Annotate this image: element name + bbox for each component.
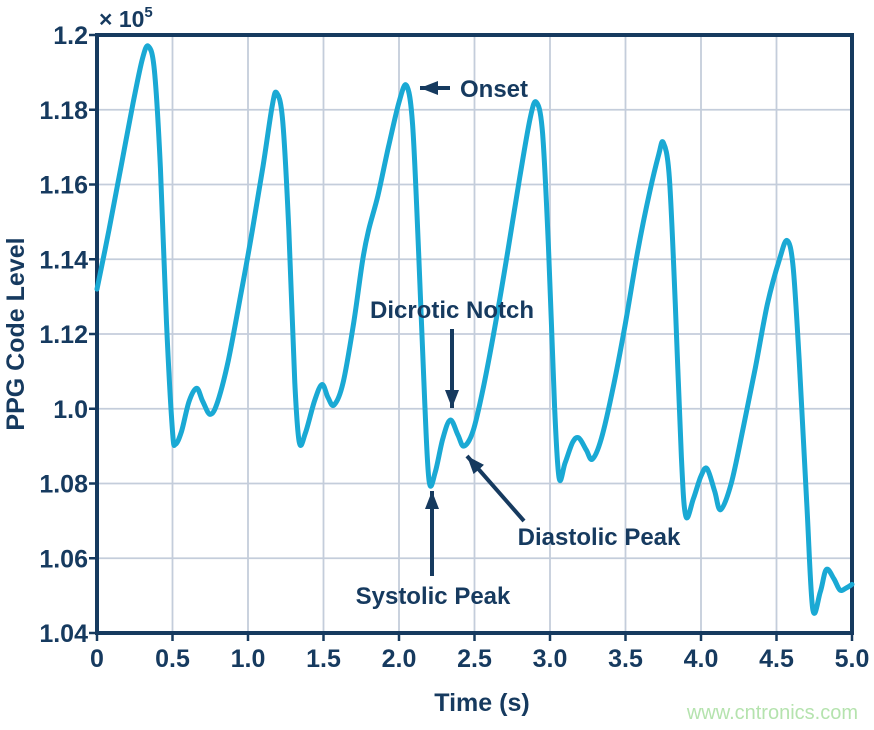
y-axis-multiplier: × 105 bbox=[99, 4, 153, 32]
watermark: www.cntronics.com bbox=[686, 702, 858, 724]
annotation-label-diastolic-peak: Diastolic Peak bbox=[518, 524, 681, 551]
x-tick-label: 1.5 bbox=[306, 645, 341, 673]
gridlines bbox=[97, 35, 852, 633]
x-tick-label: 4.5 bbox=[759, 645, 794, 673]
y-axis-multiplier-exponent: 5 bbox=[144, 4, 152, 21]
plot-frame bbox=[95, 33, 854, 635]
annotation-diastolic-peak: Diastolic Peak bbox=[465, 454, 681, 551]
y-tick-label: 1.2 bbox=[53, 22, 88, 50]
annotation-arrow-diastolic-peak bbox=[465, 454, 526, 523]
axis-ticks bbox=[89, 33, 854, 641]
annotation-label-onset: Onset bbox=[460, 76, 528, 103]
y-tick-label: 1.18 bbox=[39, 97, 88, 125]
annotation-systolic-peak: Systolic Peak bbox=[356, 491, 511, 610]
y-tick-label: 1.16 bbox=[39, 172, 88, 200]
x-tick-label: 3.0 bbox=[533, 645, 568, 673]
x-tick-label: 0 bbox=[90, 645, 104, 673]
y-tick-labels: 1.2 1.18 1.16 1.14 1.12 1.0 1.08 1.06 1.04 bbox=[39, 22, 88, 648]
x-tick-labels: 0 0.5 1.0 1.5 2.0 2.5 3.0 3.5 4.0 4.5 5.0 bbox=[90, 645, 869, 673]
y-tick-label: 1.06 bbox=[39, 545, 88, 573]
annotations: Onset Dicrotic Notch Systolic Peak Diastoli… bbox=[356, 76, 681, 610]
x-tick-label: 5.0 bbox=[835, 645, 870, 673]
annotation-label-systolic-peak: Systolic Peak bbox=[356, 583, 511, 610]
annotation-dicrotic-notch: Dicrotic Notch bbox=[370, 297, 534, 408]
y-axis-multiplier-base: × 10 bbox=[99, 6, 144, 32]
x-tick-label: 2.5 bbox=[457, 645, 492, 673]
x-tick-label: 2.0 bbox=[382, 645, 417, 673]
x-tick-label: 0.5 bbox=[155, 645, 190, 673]
y-tick-label: 1.04 bbox=[39, 620, 88, 648]
x-tick-label: 3.5 bbox=[608, 645, 643, 673]
x-tick-label: 1.0 bbox=[231, 645, 266, 673]
y-tick-label: 1.14 bbox=[39, 246, 88, 274]
x-tick-label: 4.0 bbox=[684, 645, 719, 673]
ppg-series-line bbox=[94, 43, 855, 616]
y-tick-label: 1.0 bbox=[53, 396, 88, 424]
y-axis-label: PPG Code Level bbox=[2, 237, 30, 430]
y-tick-label: 1.08 bbox=[39, 471, 88, 499]
x-axis-label: Time (s) bbox=[434, 689, 529, 717]
annotation-onset: Onset bbox=[420, 76, 528, 103]
annotation-label-dicrotic-notch: Dicrotic Notch bbox=[370, 297, 534, 324]
y-tick-label: 1.12 bbox=[39, 321, 88, 349]
